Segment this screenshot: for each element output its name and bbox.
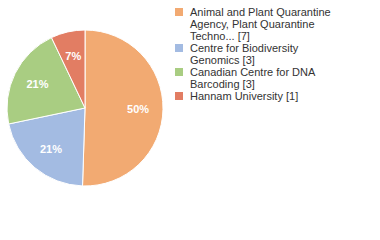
data-label: 50% <box>127 103 149 115</box>
legend: Animal and Plant QuarantineAgency, Plant… <box>175 6 331 102</box>
legend-swatch <box>175 44 183 52</box>
legend-label: Centre for BiodiversityGenomics [3] <box>190 42 299 66</box>
legend-label: Animal and Plant QuarantineAgency, Plant… <box>190 6 331 42</box>
legend-swatch <box>175 8 183 16</box>
data-label: 21% <box>26 78 48 90</box>
legend-label: Canadian Centre for DNABarcoding [3] <box>190 66 316 90</box>
slice <box>83 30 163 186</box>
chart: 50% 21% 21% 7% Animal and Plant QuarantineAg… <box>0 0 380 240</box>
slice <box>51 30 85 108</box>
legend-label: Hannam University [1] <box>190 90 298 102</box>
legend-swatch <box>175 68 183 76</box>
data-label: 7% <box>65 50 81 62</box>
legend-swatch <box>175 92 183 100</box>
pie <box>7 30 163 186</box>
data-label: 21% <box>40 143 62 155</box>
